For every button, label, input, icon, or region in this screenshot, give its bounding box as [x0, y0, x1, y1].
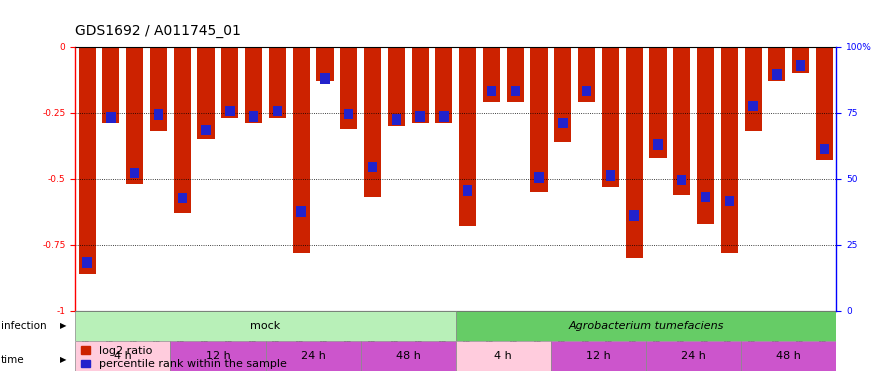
Bar: [201, 124, 211, 135]
Bar: [221, 47, 238, 118]
Bar: [340, 47, 358, 129]
Bar: [415, 111, 425, 122]
Bar: [768, 47, 785, 81]
Bar: [197, 47, 214, 139]
Bar: [103, 47, 119, 123]
Bar: [820, 144, 829, 154]
Bar: [225, 106, 235, 116]
Bar: [79, 47, 96, 274]
Text: Agrobacterium tumefaciens: Agrobacterium tumefaciens: [568, 321, 724, 331]
Bar: [749, 100, 758, 111]
Bar: [507, 47, 524, 102]
Bar: [178, 193, 187, 203]
Bar: [581, 86, 591, 96]
Bar: [772, 69, 781, 80]
Bar: [602, 47, 619, 187]
Bar: [245, 47, 262, 123]
Bar: [150, 47, 167, 131]
Text: ▶: ▶: [60, 321, 66, 330]
Text: 24 h: 24 h: [681, 351, 706, 361]
Bar: [816, 47, 833, 160]
Bar: [535, 172, 543, 183]
Text: ▶: ▶: [60, 356, 66, 364]
Bar: [75, 341, 170, 371]
Bar: [435, 47, 452, 123]
Bar: [511, 86, 520, 96]
Text: 24 h: 24 h: [301, 351, 326, 361]
Text: 4 h: 4 h: [495, 351, 512, 361]
Bar: [578, 47, 595, 102]
Text: 48 h: 48 h: [396, 351, 420, 361]
Bar: [792, 47, 809, 73]
Bar: [344, 109, 353, 119]
Text: GDS1692 / A011745_01: GDS1692 / A011745_01: [75, 24, 241, 38]
Bar: [130, 168, 140, 178]
Bar: [629, 210, 639, 221]
Bar: [273, 106, 282, 116]
Bar: [317, 47, 334, 81]
Legend: log2 ratio, percentile rank within the sample: log2 ratio, percentile rank within the s…: [81, 346, 287, 369]
Bar: [487, 86, 496, 96]
Bar: [673, 47, 690, 195]
Bar: [720, 47, 738, 253]
Text: 12 h: 12 h: [586, 351, 611, 361]
Text: mock: mock: [250, 321, 281, 331]
Text: time: time: [1, 355, 25, 365]
Bar: [744, 47, 762, 131]
Bar: [82, 257, 92, 268]
Bar: [653, 139, 663, 150]
Bar: [154, 109, 163, 120]
Bar: [266, 341, 361, 371]
Text: 48 h: 48 h: [776, 351, 801, 361]
Bar: [530, 47, 548, 192]
Bar: [106, 112, 116, 123]
Bar: [364, 47, 381, 197]
Bar: [439, 111, 449, 122]
Bar: [173, 47, 191, 213]
Bar: [677, 174, 687, 185]
Bar: [550, 341, 646, 371]
Bar: [456, 310, 836, 341]
Bar: [249, 111, 258, 122]
Bar: [127, 47, 143, 184]
Bar: [296, 206, 306, 217]
Text: 4 h: 4 h: [114, 351, 132, 361]
Bar: [361, 341, 456, 371]
Bar: [170, 341, 266, 371]
Bar: [368, 162, 377, 172]
Bar: [412, 47, 428, 123]
Bar: [558, 117, 567, 128]
Bar: [269, 47, 286, 118]
Text: infection: infection: [1, 321, 47, 331]
Bar: [741, 341, 836, 371]
Bar: [796, 60, 805, 70]
Bar: [391, 114, 401, 125]
Bar: [626, 47, 643, 258]
Bar: [388, 47, 404, 126]
Bar: [75, 310, 456, 341]
Bar: [293, 47, 310, 253]
Bar: [459, 47, 476, 226]
Bar: [646, 341, 742, 371]
Bar: [463, 185, 473, 196]
Bar: [650, 47, 666, 158]
Bar: [554, 47, 572, 142]
Text: 12 h: 12 h: [205, 351, 230, 361]
Bar: [725, 196, 734, 206]
Bar: [605, 170, 615, 181]
Bar: [697, 47, 714, 224]
Bar: [483, 47, 500, 102]
Bar: [701, 192, 711, 202]
Bar: [320, 73, 330, 84]
Bar: [456, 341, 550, 371]
